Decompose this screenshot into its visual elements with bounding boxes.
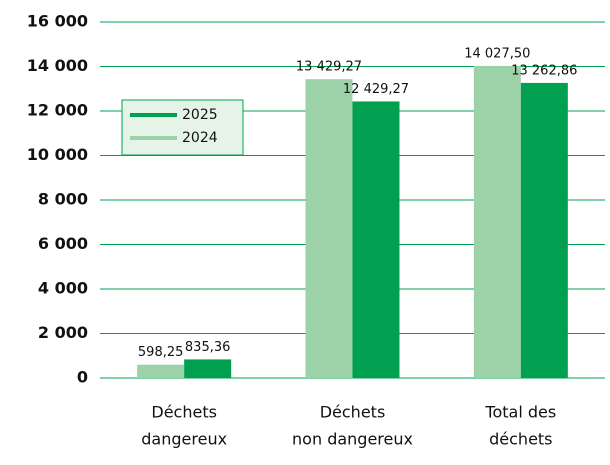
bar: [137, 364, 185, 378]
y-tick-label: 10 000: [27, 145, 88, 164]
value-label: 13 262,86: [511, 63, 577, 78]
value-label: 13 429,27: [296, 60, 362, 75]
x-tick-label: non dangereux: [292, 430, 413, 449]
bar: [184, 359, 232, 378]
x-tick-label: Déchets: [151, 403, 217, 422]
y-tick-label: 6 000: [38, 234, 88, 253]
legend-box: [121, 99, 244, 156]
x-tick-label: Total des: [484, 403, 556, 422]
bar: [352, 101, 400, 379]
y-tick-label: 2 000: [38, 323, 88, 342]
value-label: 14 027,50: [464, 46, 530, 61]
value-label: 12 429,27: [343, 82, 409, 97]
x-tick-label: dangereux: [141, 430, 227, 449]
value-label: 598,25: [138, 345, 184, 360]
y-tick-label: 14 000: [27, 56, 88, 75]
x-tick-label: déchets: [489, 430, 552, 449]
x-tick-label: Déchets: [320, 403, 386, 422]
legend-label: 2025: [182, 107, 218, 123]
y-tick-label: 16 000: [27, 12, 88, 31]
bar: [305, 79, 353, 379]
legend-label: 2024: [182, 130, 218, 146]
y-tick-label: 4 000: [38, 279, 88, 298]
bar: [520, 82, 568, 378]
y-tick-label: 12 000: [27, 101, 88, 120]
value-label: 835,36: [185, 340, 231, 355]
bar: [473, 65, 521, 378]
y-tick-label: 0: [77, 368, 88, 387]
y-tick-label: 8 000: [38, 190, 88, 209]
